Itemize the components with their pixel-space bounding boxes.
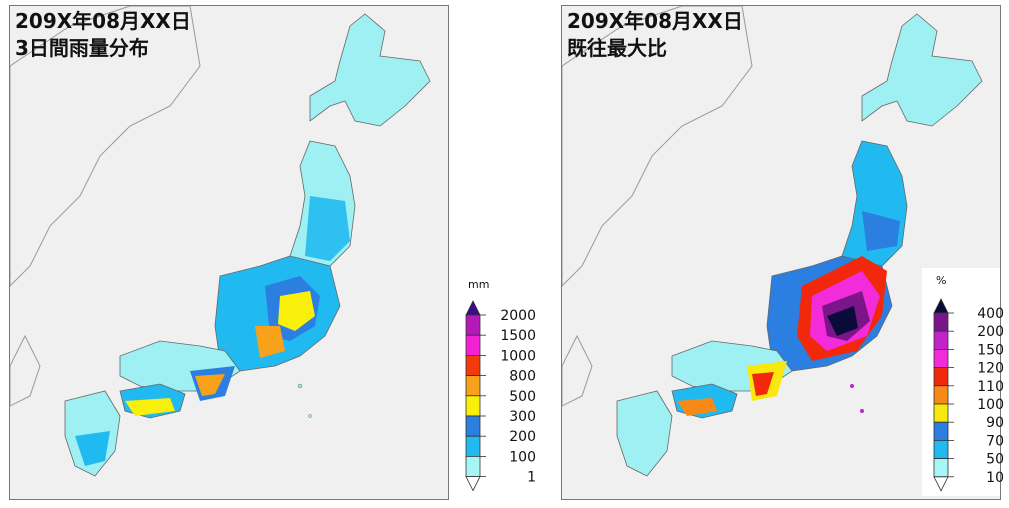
ratio-colorbar: % 400 200 150 120 110 100 90 70 50 10 xyxy=(933,274,1004,492)
colorbar-swatch xyxy=(933,385,949,405)
colorbar-label: 1 xyxy=(527,470,536,486)
colorbar-swatch xyxy=(933,312,949,332)
rainfall-map-panel: 209X年08月XX日 3日間雨量分布 xyxy=(9,5,449,500)
japan-rainfall-map xyxy=(10,6,431,477)
map-title: 209X年08月XX日 3日間雨量分布 xyxy=(15,8,191,62)
colorbar-label: 100 xyxy=(509,449,536,465)
colorbar-swatch xyxy=(933,349,949,369)
colorbar-label: 10 xyxy=(986,470,1004,486)
colorbar-label: 1500 xyxy=(500,328,536,344)
colorbar-swatch xyxy=(465,355,481,377)
colorbar-labels: 2000 1500 1000 800 500 300 200 100 1 xyxy=(480,308,536,486)
colorbar-top-arrow xyxy=(465,300,481,316)
colorbar-swatch xyxy=(465,334,481,356)
colorbar-label: 150 xyxy=(977,342,1004,358)
colorbar-bottom-arrow xyxy=(465,476,481,492)
colorbar-label: 120 xyxy=(977,361,1004,377)
legend-unit: % xyxy=(936,274,946,287)
colorbar-swatch xyxy=(465,435,481,457)
colorbar-label: 110 xyxy=(977,379,1004,395)
colorbar-swatches xyxy=(465,300,481,492)
colorbar-swatch xyxy=(933,421,949,441)
colorbar-swatch xyxy=(465,415,481,437)
legend-unit: mm xyxy=(468,278,489,291)
colorbar-label: 300 xyxy=(509,409,536,425)
colorbar-swatch xyxy=(933,439,949,459)
colorbar-swatch xyxy=(933,458,949,478)
map-title-date: 209X年08月XX日 xyxy=(15,9,191,33)
colorbar-swatch xyxy=(933,403,949,423)
colorbar-swatch xyxy=(465,314,481,336)
rainfall-colorbar: mm 2000 1500 1000 800 500 300 200 100 1 xyxy=(465,278,536,492)
map-title: 209X年08月XX日 既往最大比 xyxy=(567,8,743,62)
colorbar-label: 90 xyxy=(986,415,1004,431)
colorbar-label: 500 xyxy=(509,389,536,405)
colorbar-bottom-arrow xyxy=(933,476,949,492)
colorbar-label: 200 xyxy=(977,324,1004,340)
colorbar-label: 1000 xyxy=(500,348,536,364)
colorbar-labels: 400 200 150 120 110 100 90 70 50 10 xyxy=(948,306,1004,486)
colorbar-swatch xyxy=(465,455,481,477)
colorbar-swatch xyxy=(933,330,949,350)
colorbar-label: 70 xyxy=(986,433,1004,449)
colorbar-label: 400 xyxy=(977,306,1004,322)
colorbar-swatch xyxy=(465,395,481,417)
colorbar-label: 2000 xyxy=(500,308,536,324)
ratio-legend: % 400 200 150 120 110 100 90 70 50 10 xyxy=(922,268,1009,502)
colorbar-label: 50 xyxy=(986,452,1004,468)
map-title-subject: 既往最大比 xyxy=(567,36,667,60)
map-title-date: 209X年08月XX日 xyxy=(567,9,743,33)
colorbar-label: 100 xyxy=(977,397,1004,413)
colorbar-label: 200 xyxy=(509,429,536,445)
colorbar-swatch xyxy=(465,375,481,397)
colorbar-label: 800 xyxy=(509,369,536,385)
colorbar-top-arrow xyxy=(933,298,949,314)
colorbar-swatches xyxy=(933,298,949,492)
map-title-subject: 3日間雨量分布 xyxy=(15,36,149,60)
japan-ratio-map xyxy=(562,6,983,477)
colorbar-swatch xyxy=(933,367,949,387)
rainfall-legend: mm 2000 1500 1000 800 500 300 200 100 1 xyxy=(462,278,542,502)
